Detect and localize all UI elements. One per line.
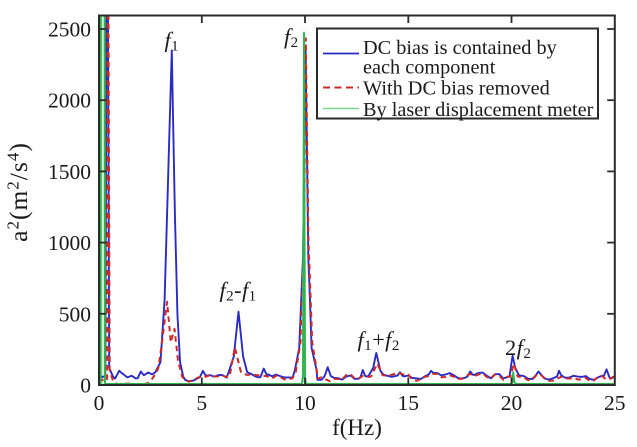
svg-text:2500: 2500 <box>48 18 91 42</box>
svg-text:0: 0 <box>80 374 91 398</box>
svg-text:2000: 2000 <box>48 89 91 113</box>
svg-text:25: 25 <box>604 391 626 415</box>
svg-text:each component: each component <box>363 57 496 79</box>
svg-text:f1+f2: f1+f2 <box>358 327 400 354</box>
svg-text:5: 5 <box>196 391 207 415</box>
svg-text:By laser displacement meter: By laser displacement meter <box>363 99 594 121</box>
svg-text:a2(m2/s4): a2(m2/s4) <box>4 142 34 242</box>
svg-text:500: 500 <box>59 302 91 326</box>
svg-text:20: 20 <box>501 391 523 415</box>
svg-text:0: 0 <box>94 391 105 415</box>
svg-text:2f2: 2f2 <box>505 335 531 362</box>
svg-text:15: 15 <box>398 391 420 415</box>
svg-text:f2-f1: f2-f1 <box>220 278 257 305</box>
svg-text:1500: 1500 <box>48 160 91 184</box>
svg-text:f1: f1 <box>165 28 180 55</box>
svg-text:1000: 1000 <box>48 231 91 255</box>
svg-text:f(Hz): f(Hz) <box>332 415 382 440</box>
svg-text:f2: f2 <box>284 24 299 51</box>
svg-text:DC bias is contained by: DC bias is contained by <box>363 37 558 59</box>
svg-text:10: 10 <box>294 391 316 415</box>
svg-text:With DC bias removed: With DC bias removed <box>363 78 550 100</box>
